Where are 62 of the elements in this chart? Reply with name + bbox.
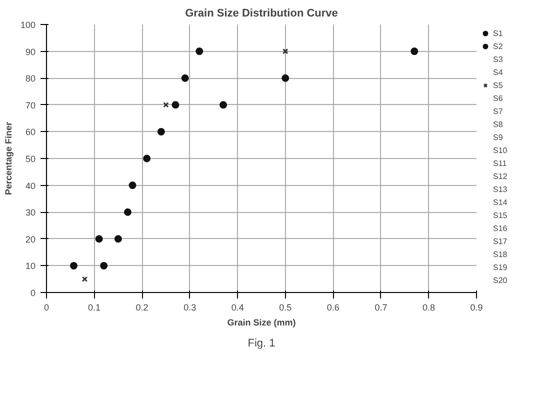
text: S18 xyxy=(493,250,508,258)
legend-label: S5 xyxy=(493,80,504,90)
text: S14 xyxy=(493,198,508,206)
point xyxy=(196,48,204,56)
text: S10 xyxy=(493,146,508,154)
y-tick-label: 80 xyxy=(25,74,36,84)
point xyxy=(128,182,136,190)
y-tick-label: 10 xyxy=(25,261,36,272)
text: S6 xyxy=(493,94,504,102)
text: S15 xyxy=(493,210,508,220)
y-tick-label: 40 xyxy=(25,180,36,191)
text: S16 xyxy=(493,224,508,232)
y-tick-label: 30 xyxy=(25,208,36,218)
x-tick-label: 0.5 xyxy=(279,302,292,312)
x-tick-label: 0.8 xyxy=(422,302,435,312)
x-tick-label: 0.3 xyxy=(184,302,196,312)
point xyxy=(100,262,108,270)
point xyxy=(157,128,165,136)
point xyxy=(124,208,132,216)
point xyxy=(172,101,180,109)
point xyxy=(82,276,88,282)
caption: Fig. 1 xyxy=(248,338,276,350)
point xyxy=(282,48,288,54)
point xyxy=(95,235,103,243)
y-tick-label: 60 xyxy=(25,127,36,138)
y-tick-label: 20 xyxy=(25,234,36,244)
text: S7 xyxy=(493,106,504,116)
y-tick-label: 50 xyxy=(25,154,36,164)
point xyxy=(410,48,418,56)
point xyxy=(220,101,228,109)
y-tick-label: 0 xyxy=(30,288,36,298)
point xyxy=(143,154,151,162)
point xyxy=(282,74,290,82)
x-axis-title: Grain Size (mm) xyxy=(227,318,296,328)
point xyxy=(114,235,122,243)
text: S17 xyxy=(493,236,508,246)
x-tick-label: 0.6 xyxy=(326,302,340,312)
text: S4 xyxy=(493,68,504,76)
point xyxy=(70,262,78,270)
legend-label: S1 xyxy=(493,28,504,38)
chart-title: Grain Size Distribution Curve xyxy=(185,8,338,20)
x-tick-label: 0 xyxy=(44,302,50,312)
text: S11 xyxy=(493,158,508,168)
x-tick-label: 0.2 xyxy=(136,302,148,312)
text: S8 xyxy=(493,120,504,128)
point xyxy=(181,74,189,82)
x-tick-label: 0.1 xyxy=(88,302,101,312)
y-axis-title: Percentage Finer xyxy=(3,121,14,196)
y-tick-label: 100 xyxy=(20,20,36,30)
text: S20 xyxy=(493,276,508,284)
y-tick-label: 90 xyxy=(25,46,36,57)
text: S9 xyxy=(493,132,504,142)
text: S12 xyxy=(493,172,508,180)
text: S13 xyxy=(493,184,508,194)
x-tick-label: 0.4 xyxy=(231,302,244,312)
x-tick-label: 0.9 xyxy=(470,302,483,312)
y-tick-label: 70 xyxy=(25,100,36,110)
x-tick-label: 0.7 xyxy=(374,302,388,312)
point xyxy=(163,102,169,108)
legend-label: S2 xyxy=(493,42,504,50)
text: S3 xyxy=(493,54,504,64)
text: S19 xyxy=(493,262,508,272)
